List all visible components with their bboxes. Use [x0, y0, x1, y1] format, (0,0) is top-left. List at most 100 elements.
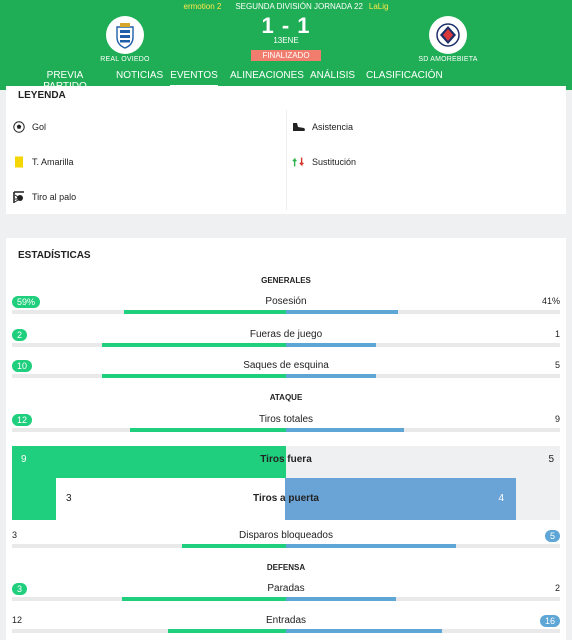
- shots-on-away-area: [285, 478, 516, 520]
- away-bar-fill: [286, 428, 404, 432]
- stats-title: ESTADÍSTICAS: [18, 250, 91, 261]
- stat-away-value: 5: [554, 360, 560, 370]
- home-bar-fill: [102, 343, 286, 347]
- away-bar-track: [286, 374, 560, 378]
- legend-yellow-label: T. Amarilla: [32, 157, 74, 167]
- competition-ticker: ermotion 2 SEGUNDA DIVISIÓN JORNADA 22 L…: [0, 0, 572, 12]
- away-team[interactable]: SD AMOREBIETA: [403, 16, 493, 63]
- legend-yellow-card: T. Amarilla: [12, 155, 74, 169]
- stat-label: Saques de esquina: [243, 360, 329, 371]
- home-bar-track: [12, 597, 286, 601]
- stat-label: Fueras de juego: [249, 329, 323, 340]
- stat-away-value: 2: [554, 583, 560, 593]
- away-bar-fill: [286, 374, 376, 378]
- tab-previa[interactable]: PREVIA PARTIDO: [43, 70, 87, 90]
- stat-away-value: 16: [539, 615, 560, 627]
- stat-home-value: 2: [12, 329, 28, 341]
- sd-amorebieta-crest-icon: [429, 16, 467, 54]
- stat-label: Entradas: [265, 615, 307, 626]
- section-ataque: ATAQUE: [269, 393, 303, 402]
- away-team-name: SD AMOREBIETA: [418, 56, 478, 63]
- legend-divider: [286, 110, 287, 210]
- stat-row-possession: 59% Posesión 41%: [6, 294, 566, 318]
- shots-on-label: Tiros a puerta: [253, 493, 319, 504]
- match-header: ermotion 2 SEGUNDA DIVISIÓN JORNADA 22 L…: [0, 0, 572, 90]
- boot-icon: [292, 120, 306, 134]
- substitution-arrows-icon: [292, 155, 306, 169]
- legend-post: Tiro al palo: [12, 190, 76, 204]
- stat-label: Paradas: [267, 583, 305, 594]
- stat-row-saves: 3 Paradas 2: [6, 581, 566, 605]
- ticker-center[interactable]: SEGUNDA DIVISIÓN JORNADA 22: [235, 1, 363, 11]
- home-bar-track: [12, 374, 286, 378]
- home-bar-fill: [102, 374, 286, 378]
- away-bar-fill: [286, 629, 442, 633]
- stat-home-value: 12: [12, 414, 33, 426]
- stat-row-tackles: 12 Entradas 16: [6, 613, 566, 637]
- home-bar-fill: [182, 544, 286, 548]
- legend-sub-label: Sustitución: [312, 157, 357, 167]
- legend-card: LEYENDA Gol Asistencia T. Amarilla Susti…: [6, 86, 566, 214]
- shots-on-home-value: 3: [66, 493, 72, 504]
- legend-goal: Gol: [12, 120, 46, 134]
- real-oviedo-crest-icon: [106, 16, 144, 54]
- home-bar-track: [12, 428, 286, 432]
- shots-on-away-value: 4: [498, 493, 504, 504]
- ticker-right[interactable]: LaLig: [368, 1, 389, 11]
- stat-home-value: 3: [12, 530, 18, 540]
- stats-card: ESTADÍSTICAS GENERALES 59% Posesión 41% …: [6, 238, 566, 640]
- home-team-name: REAL OVIEDO: [100, 56, 150, 63]
- away-bar-track: [286, 629, 560, 633]
- stat-label: Disparos bloqueados: [239, 530, 333, 541]
- home-bar-fill: [124, 310, 286, 314]
- stat-away-value: 5: [544, 530, 560, 542]
- legend-goal-label: Gol: [32, 122, 47, 132]
- legend-substitution: Sustitución: [292, 155, 356, 169]
- home-bar-track: [12, 544, 286, 548]
- status-badge: FINALIZADO: [251, 50, 321, 61]
- home-bar-track: [12, 343, 286, 347]
- away-bar-fill: [286, 343, 376, 347]
- ball-icon: [12, 120, 26, 134]
- ticker-left[interactable]: ermotion 2: [183, 1, 222, 11]
- home-bar-fill: [122, 597, 286, 601]
- legend-title: LEYENDA: [18, 90, 66, 101]
- stat-home-value: 12: [12, 615, 23, 625]
- stat-away-value: 9: [554, 414, 560, 424]
- away-bar-track: [286, 428, 560, 432]
- away-bar-fill: [286, 310, 398, 314]
- section-defensa: DEFENSA: [266, 563, 306, 572]
- goalpost-icon: [12, 190, 26, 204]
- legend-assist: Asistencia: [292, 120, 353, 134]
- tab-alineaciones[interactable]: ALINEACIONES: [230, 70, 304, 81]
- home-bar-track: [12, 310, 286, 314]
- home-bar-fill: [168, 629, 286, 633]
- away-bar-track: [286, 310, 560, 314]
- match-score: 1 - 1: [261, 13, 311, 38]
- stat-home-value: 59%: [12, 296, 41, 308]
- shots-off-label: Tiros fuera: [260, 454, 312, 465]
- away-bar-track: [286, 343, 560, 347]
- stat-row-total-shots: 12 Tiros totales 9: [6, 412, 566, 436]
- tab-analisis[interactable]: ANÁLISIS: [310, 70, 356, 81]
- away-bar-fill: [286, 544, 456, 548]
- legend-post-label: Tiro al palo: [32, 192, 77, 202]
- stat-label: Tiros totales: [258, 414, 314, 425]
- away-bar-track: [286, 544, 560, 548]
- stat-row-offsides: 2 Fueras de juego 1: [6, 327, 566, 351]
- yellow-card-icon: [12, 155, 26, 169]
- stat-away-value: 1: [554, 329, 560, 339]
- home-team[interactable]: REAL OVIEDO: [80, 16, 170, 63]
- shots-breakdown: 9 Tiros fuera 5 3 Tiros a puerta 4: [12, 446, 560, 520]
- shots-off-home-value: 9: [21, 454, 27, 465]
- stat-row-corners: 10 Saques de esquina 5: [6, 358, 566, 382]
- tab-clasificacion[interactable]: CLASIFICACIÓN: [366, 70, 443, 81]
- home-bar-track: [12, 629, 286, 633]
- home-bar-fill: [130, 428, 286, 432]
- stat-label: Posesión: [265, 296, 307, 307]
- stat-away-value: 41%: [541, 296, 560, 306]
- tab-eventos[interactable]: EVENTOS: [170, 66, 218, 87]
- tab-noticias[interactable]: NOTICIAS: [116, 70, 164, 81]
- shots-off-away-value: 5: [548, 454, 554, 465]
- match-date: 13ENE: [273, 36, 299, 45]
